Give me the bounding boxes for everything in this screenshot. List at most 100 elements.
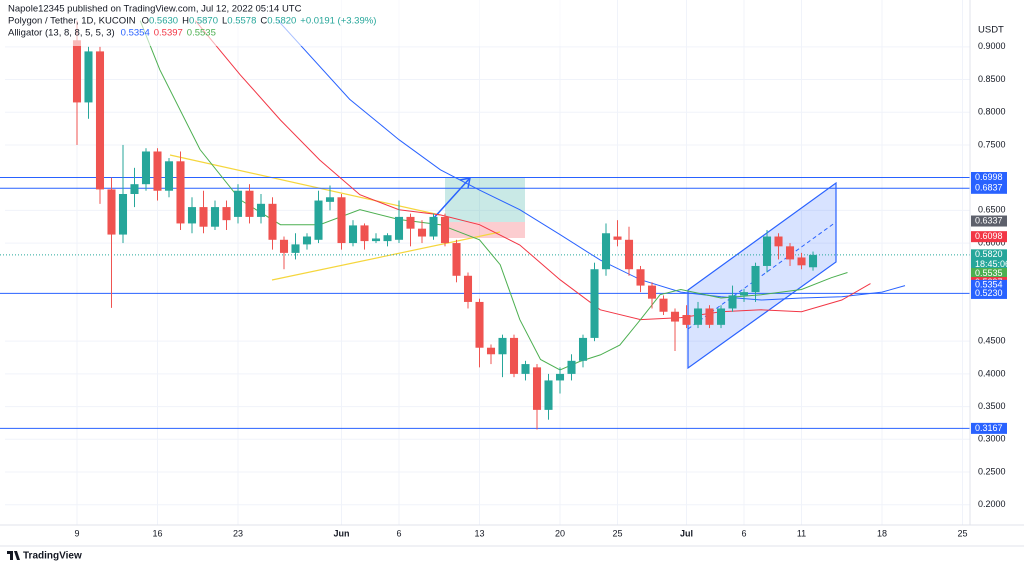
ohlc-value: 0.5820 xyxy=(267,16,296,27)
candle-body xyxy=(728,295,737,309)
y-tick-label: 0.3500 xyxy=(978,401,1006,411)
candle-body xyxy=(222,207,231,221)
candle-body xyxy=(440,216,450,244)
candle-body xyxy=(348,225,358,244)
candle-body xyxy=(647,285,657,299)
y-tick-label: 0.2000 xyxy=(978,499,1006,509)
candle-body xyxy=(187,207,197,224)
candle-body xyxy=(659,298,668,312)
candle-body xyxy=(739,292,749,296)
price-badge-label: 0.5230 xyxy=(975,288,1003,298)
candle-body xyxy=(291,244,300,253)
price-badge xyxy=(971,422,1007,434)
price-badge-label: 0.5354 xyxy=(975,280,1003,290)
candle-body xyxy=(406,216,415,229)
trend-line xyxy=(169,154,441,216)
x-tick-label: 25 xyxy=(613,528,623,538)
ohlc-key: C xyxy=(260,16,267,27)
candle-body xyxy=(509,337,519,374)
y-tick-label: 0.6500 xyxy=(978,205,1006,215)
candle-body xyxy=(279,239,289,253)
brand-logo xyxy=(7,551,20,560)
y-tick-label: 0.8500 xyxy=(978,74,1006,84)
candle-body xyxy=(808,254,818,268)
grid-layer xyxy=(5,0,970,525)
candle-body xyxy=(463,275,473,302)
axis-layer: 0.9000 0.8500 0.8000 0.7500 0.6500 0.6000 0.45… xyxy=(74,41,1010,538)
candle-body xyxy=(670,311,680,322)
candle-body xyxy=(716,308,726,325)
ohlc-value: 0.5578 xyxy=(227,16,256,27)
candle-body xyxy=(302,236,312,245)
price-badge-label: 0.6837 xyxy=(975,183,1003,193)
candle-body xyxy=(613,236,622,240)
candle-body xyxy=(360,225,369,242)
x-tick-label: Jul xyxy=(680,528,693,538)
target-zone xyxy=(445,178,525,222)
candle-body xyxy=(705,308,714,325)
y-tick-label: 0.2500 xyxy=(978,466,1006,476)
ohlc-value: 0.5870 xyxy=(189,16,218,27)
x-tick-label: 11 xyxy=(797,528,806,538)
candle-body xyxy=(486,347,496,355)
candle-body xyxy=(130,184,139,195)
candle-body xyxy=(107,189,116,235)
x-tick-label: 6 xyxy=(396,528,401,538)
price-badge-label: 0.5820 xyxy=(975,249,1003,259)
alligator-line xyxy=(277,20,906,301)
candle-body xyxy=(199,207,208,227)
x-tick-label: 23 xyxy=(233,528,243,538)
candle-body xyxy=(153,151,162,191)
candle-body xyxy=(429,216,438,237)
indicator-value: 0.5397 xyxy=(154,28,183,39)
candle-body xyxy=(371,238,381,242)
candle-body xyxy=(624,239,634,270)
y-tick-label: 0.9000 xyxy=(978,41,1006,51)
currency: USDT xyxy=(978,25,1004,36)
alligator-line xyxy=(139,20,848,371)
candle-body xyxy=(210,207,220,227)
candle-body xyxy=(567,360,576,374)
candle-body xyxy=(417,228,427,237)
y-tick-label: 0.4500 xyxy=(978,336,1006,346)
candle-body xyxy=(797,257,806,266)
x-tick-label: 13 xyxy=(474,528,484,538)
price-badge xyxy=(971,172,1007,184)
candle-body xyxy=(95,51,105,190)
x-tick-label: 6 xyxy=(742,528,747,538)
candles xyxy=(72,20,818,430)
published-note: Napole12345 published on TradingView.com… xyxy=(8,4,302,15)
price-badge xyxy=(971,279,1007,291)
price-badge xyxy=(971,249,1007,272)
price-badge-label: 0.3167 xyxy=(975,423,1003,433)
candle-body xyxy=(785,246,795,260)
candle-body xyxy=(84,51,93,103)
candle-body xyxy=(590,269,599,338)
legend: Polygon / Tether, 1D, KUCOIN O 0.5630 H 0.58… xyxy=(8,16,376,39)
candle-body xyxy=(314,200,323,240)
y-tick-label: 0.4000 xyxy=(978,368,1006,378)
ohlc-key: L xyxy=(222,16,227,27)
candle-body xyxy=(636,269,645,286)
alligator xyxy=(139,20,906,371)
candle-body xyxy=(118,194,128,235)
candle-body xyxy=(233,190,243,217)
candle-body xyxy=(578,337,588,361)
candle-body xyxy=(498,337,507,355)
candle-body xyxy=(394,216,404,240)
x-tick-label: Jun xyxy=(333,528,349,538)
symbol: Polygon / Tether, 1D, KUCOIN xyxy=(8,16,136,27)
candle-body xyxy=(164,161,174,191)
x-tick-label: 18 xyxy=(877,528,887,538)
indicator: Alligator (13, 8, 8, 5, 5, 3) xyxy=(8,28,115,39)
price-badge-label: 0.6337 xyxy=(975,215,1003,225)
candle-body xyxy=(774,236,783,247)
candle-body xyxy=(452,243,461,276)
alligator-line xyxy=(195,20,871,321)
candle-body xyxy=(555,373,565,381)
ohlc-value: 0.5630 xyxy=(149,16,178,27)
y-tick-label: 0.3000 xyxy=(978,434,1006,444)
price-badge-label: 0.6998 xyxy=(975,172,1003,182)
indicator-value: 0.5535 xyxy=(187,28,216,39)
